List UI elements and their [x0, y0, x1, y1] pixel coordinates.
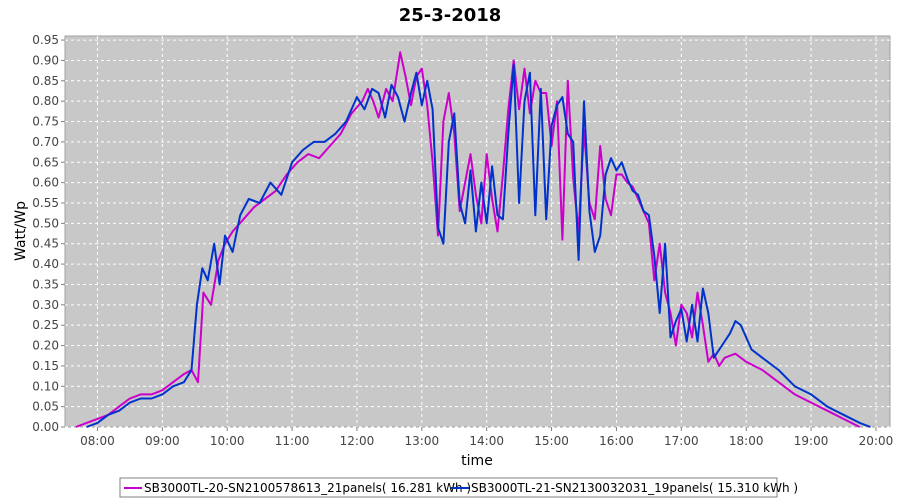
x-tick-label: 10:00 — [210, 434, 245, 448]
y-tick-label: 0.15 — [32, 359, 59, 373]
x-tick-label: 16:00 — [599, 434, 634, 448]
series-line-1 — [75, 51, 861, 428]
y-tick-label: 0.25 — [32, 318, 59, 332]
x-axis-ticks: 08:00 09:00 10:00 11:00 12:00 13:00 14:00 15:00… — [80, 427, 893, 448]
x-tick-label: 18:00 — [729, 434, 764, 448]
legend-box — [119, 477, 778, 498]
y-tick-label: 0.65 — [32, 155, 59, 169]
y-tick-label: 0.80 — [32, 94, 59, 108]
y-tick-label: 0.85 — [32, 74, 59, 88]
x-tick-label: 20:00 — [859, 434, 894, 448]
y-tick-label: 0.10 — [32, 379, 59, 393]
y-tick-label: 0.75 — [32, 115, 59, 129]
series-line-2 — [86, 63, 871, 428]
x-tick-label: 08:00 — [80, 434, 115, 448]
legend-label-2: SB3000TL-21-SN2130032031_19panels( 15.31… — [471, 481, 798, 495]
y-tick-label: 0.40 — [32, 257, 59, 271]
y-axis-label: Watt/Wp — [13, 201, 29, 261]
y-tick-label: 0.35 — [32, 277, 59, 291]
y-tick-label: 0.45 — [32, 237, 59, 251]
y-tick-label: 0.05 — [32, 400, 59, 414]
x-tick-label: 13:00 — [405, 434, 440, 448]
y-tick-label: 0.20 — [32, 339, 59, 353]
x-tick-label: 09:00 — [145, 434, 180, 448]
y-tick-label: 0.55 — [32, 196, 59, 210]
grid-lines — [65, 36, 890, 428]
y-tick-label: 0.00 — [32, 420, 59, 434]
y-tick-label: 0.95 — [32, 33, 59, 47]
x-tick-label: 15:00 — [534, 434, 569, 448]
legend: SB3000TL-20-SN2100578613_21panels( 16.28… — [124, 481, 798, 495]
x-tick-label: 17:00 — [664, 434, 699, 448]
y-tick-label: 0.50 — [32, 216, 59, 230]
x-tick-label: 11:00 — [275, 434, 310, 448]
chart-title: 25-3-2018 — [399, 5, 502, 26]
plot-area — [64, 35, 891, 428]
y-tick-label: 0.90 — [32, 53, 59, 67]
y-tick-label: 0.60 — [32, 176, 59, 190]
x-tick-label: 12:00 — [340, 434, 375, 448]
y-axis-ticks: 0.00 0.05 0.10 0.15 0.20 0.25 0.30 0.35 0.40 0.45… — [32, 33, 65, 434]
x-axis-label: time — [461, 453, 493, 469]
y-tick-label: 0.30 — [32, 298, 59, 312]
legend-label-1: SB3000TL-20-SN2100578613_21panels( 16.28… — [144, 481, 471, 495]
y-tick-label: 0.70 — [32, 135, 59, 149]
x-tick-label: 14:00 — [469, 434, 504, 448]
x-tick-label: 19:00 — [794, 434, 829, 448]
series-lines — [75, 51, 871, 428]
